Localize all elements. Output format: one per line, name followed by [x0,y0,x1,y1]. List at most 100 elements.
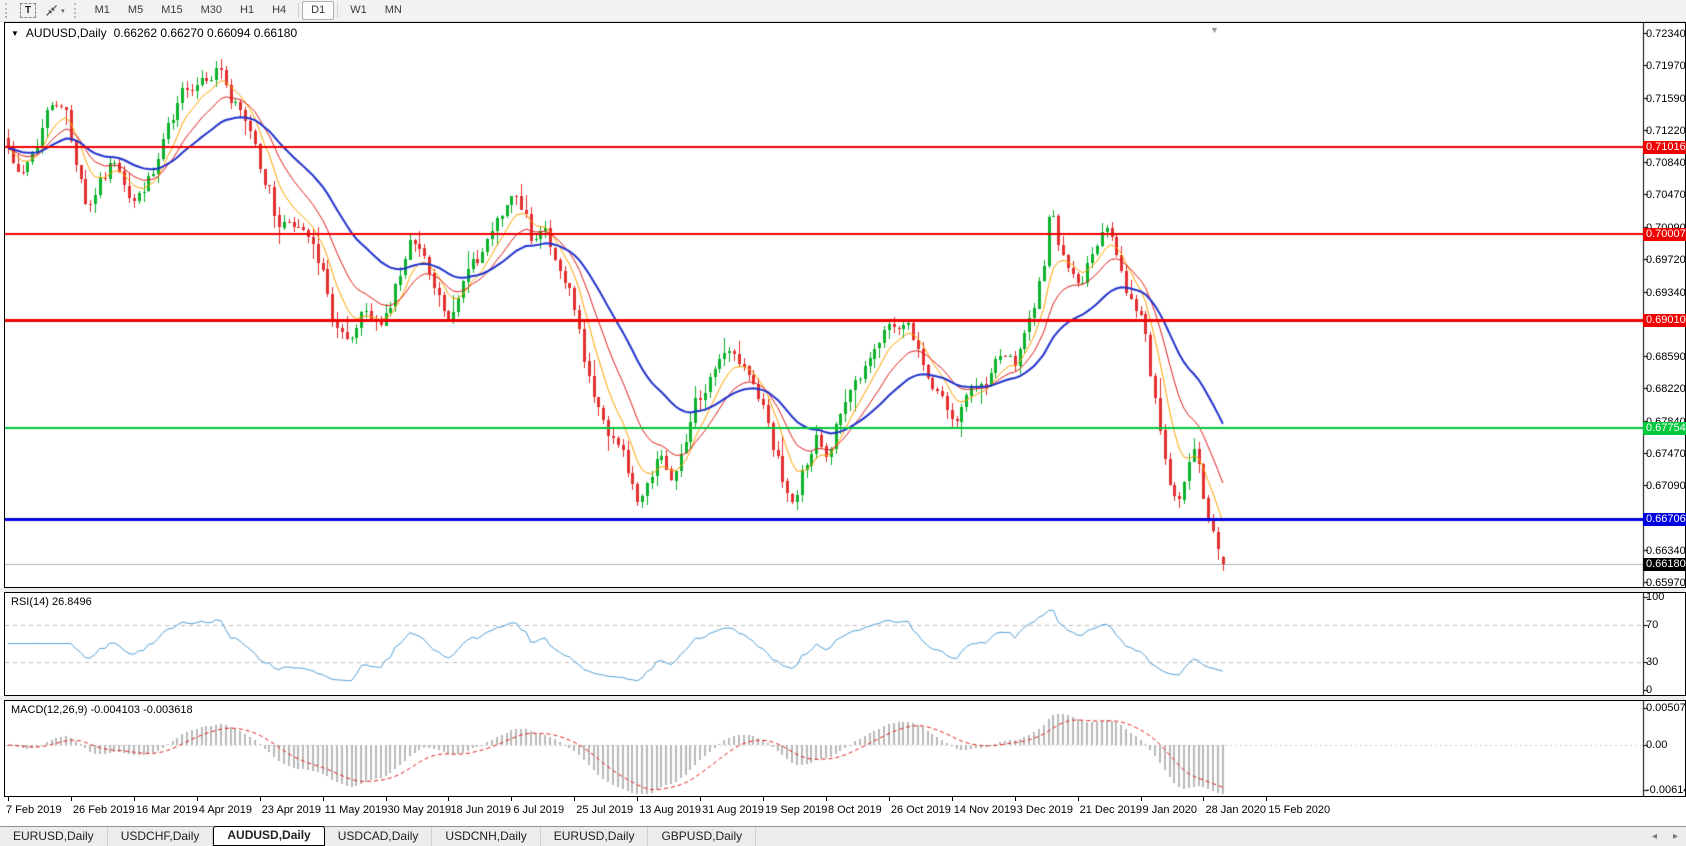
price-axis-tick: 0.68590 [1646,351,1686,364]
rsi-panel: RSI(14) 26.8496 100 70 30 0 [4,591,1686,696]
date-axis-tick [700,797,702,801]
date-axis-tick [8,797,9,801]
arrange-arrows-icon [46,5,58,16]
date-axis-label: 13 Aug 2019 [639,804,701,816]
tab-gbpusd-daily-6[interactable]: GBPUSD,Daily [648,828,757,846]
date-axis-label: 7 Feb 2019 [6,804,62,816]
panel-splitter-rsi-macd[interactable] [0,696,1686,700]
date-axis-label: 16 Mar 2019 [135,804,198,816]
date-axis-tick [511,797,513,801]
current-price-label: 0.66180 [1643,557,1686,571]
timeframe-button-mn[interactable]: MN [384,4,402,16]
date-axis-label: 28 Jan 2020 [1205,804,1267,816]
price-chart-canvas[interactable] [5,23,1685,587]
timeframe-button-d1[interactable]: D1 [302,1,335,20]
text-tool-button[interactable]: T [20,3,37,18]
timeframe-button-w1[interactable]: W1 [350,4,367,16]
timeframe-button-m15[interactable]: M15 [161,4,183,16]
top-toolbar: T ▾ M1 M5 M15 M30 H1 H4 D1 W1 MN [0,0,1686,22]
macd-axis-tick: -0.006148 [1646,783,1686,796]
price-axis-tick: 0.71220 [1646,124,1686,137]
tab-usdchf-daily-1[interactable]: USDCHF,Daily [108,828,214,846]
tab-eurusd-daily-0[interactable]: EURUSD,Daily [0,828,108,846]
timeframe-button-h4[interactable]: H4 [272,4,287,16]
collapse-icon[interactable]: ▼ [11,28,19,38]
date-axis-tick [322,797,324,801]
tab-eurusd-daily-5[interactable]: EURUSD,Daily [541,828,649,846]
tab-scroll-left-icon[interactable]: ◂ [1651,831,1657,842]
date-axis-label: 19 Sep 2019 [765,804,828,816]
date-axis-label: 14 Nov 2019 [953,804,1017,816]
date-axis-label: 18 Jun 2019 [450,804,511,816]
price-axis-tick: 0.71970 [1646,59,1686,72]
date-axis-tick [1266,797,1268,801]
macd-axis-tick: 0.005076 [1646,702,1686,715]
date-axis-tick [448,797,450,801]
timeframe-button-m5[interactable]: M5 [127,4,144,16]
tab-scroll-right-icon[interactable]: ▸ [1672,831,1678,842]
date-axis-tick [196,797,198,801]
price-axis-tick: 0.71590 [1646,92,1686,105]
macd-panel: MACD(12,26,9) -0.004103 -0.003618 0.0050… [4,700,1686,797]
level-price-label: 0.67754 [1643,422,1686,436]
timeframe-group: M1 M5 M15 M30 H1 H4 D1 W1 MN [86,1,411,20]
chart-tab-bar: EURUSD,Daily USDCHF,Daily AUDUSD,Daily USDC… [0,826,1686,846]
price-axis-tick: 0.67090 [1646,480,1686,493]
date-axis-tick [825,797,827,801]
date-axis-tick [259,797,261,801]
macd-label: MACD(12,26,9) -0.004103 -0.003618 [11,704,193,716]
date-axis-label: 26 Oct 2019 [890,804,951,816]
level-price-label: 0.69010 [1643,313,1686,327]
date-axis-label: 31 Aug 2019 [702,804,764,816]
ohlc-values: 0.66262 0.66270 0.66094 0.66180 [113,26,298,40]
timeframe-button-m30[interactable]: M30 [200,4,222,16]
date-axis-tick [1203,797,1205,801]
date-axis-tick [574,797,576,801]
price-axis-tick: 0.72340 [1646,28,1686,40]
main-chart-panel: ▼ AUDUSD,Daily 0.66262 0.66270 0.66094 0… [4,22,1686,589]
dropdown-caret-icon: ▾ [61,7,65,15]
tab-scroll-controls: ◂ ▸ [1652,831,1678,842]
price-axis-tick: 0.70470 [1646,189,1686,202]
level-price-label: 0.70007 [1643,228,1686,242]
date-axis-tick [70,797,72,801]
date-axis-tick [637,797,639,801]
date-axis-tick [1140,797,1142,801]
date-axis[interactable]: 7 Feb 2019 26 Feb 2019 16 Mar 2019 4 Apr 20… [4,797,1686,826]
price-axis-tick: 0.69720 [1646,253,1686,266]
date-axis-tick [133,797,135,801]
date-axis-label: 3 Dec 2019 [1016,804,1073,816]
rsi-axis-tick: 100 [1646,591,1665,603]
date-axis-tick [1014,797,1016,801]
rsi-axis-tick: 0 [1646,684,1653,696]
timeframe-button-h1[interactable]: H1 [240,4,255,16]
date-axis-tick [888,797,890,801]
tab-audusd-daily-2[interactable]: AUDUSD,Daily [213,826,325,846]
date-axis-label: 8 Oct 2019 [827,804,882,816]
price-axis-tick: 0.65970 [1646,577,1686,589]
date-axis-label: 23 Apr 2019 [261,804,322,816]
price-axis-tick: 0.68220 [1646,383,1686,396]
timeframe-toolbar-grip[interactable] [73,3,81,18]
date-axis-label: 15 Feb 2020 [1268,804,1331,816]
date-axis-label: 30 May 2019 [387,804,452,816]
date-axis-tick [385,797,387,801]
timeframe-button-m1[interactable]: M1 [94,4,110,16]
toolbar-grip[interactable] [5,3,12,18]
macd-axis-tick: 0.00 [1646,739,1668,751]
tab-usdcad-daily-3[interactable]: USDCAD,Daily [325,828,433,846]
date-axis-label: 6 Jul 2019 [513,804,565,816]
macd-canvas[interactable] [5,701,1685,796]
level-price-label: 0.66706 [1643,512,1686,526]
date-axis-label: 11 May 2019 [324,804,388,816]
rsi-canvas[interactable] [5,593,1685,695]
price-axis-tick: 0.67470 [1646,447,1686,460]
symbol-period-label: AUDUSD,Daily [25,26,107,40]
price-axis-tick: 0.70840 [1646,157,1686,170]
tab-usdcnh-daily-4[interactable]: USDCNH,Daily [432,828,541,846]
chart-tools-button[interactable]: ▾ [41,3,69,18]
date-axis-label: 26 Feb 2019 [72,804,135,816]
chart-shift-marker-icon[interactable]: ▼ [1210,25,1219,35]
panel-splitter-main-rsi[interactable] [0,588,1686,592]
date-axis-label: 9 Jan 2020 [1142,804,1197,816]
